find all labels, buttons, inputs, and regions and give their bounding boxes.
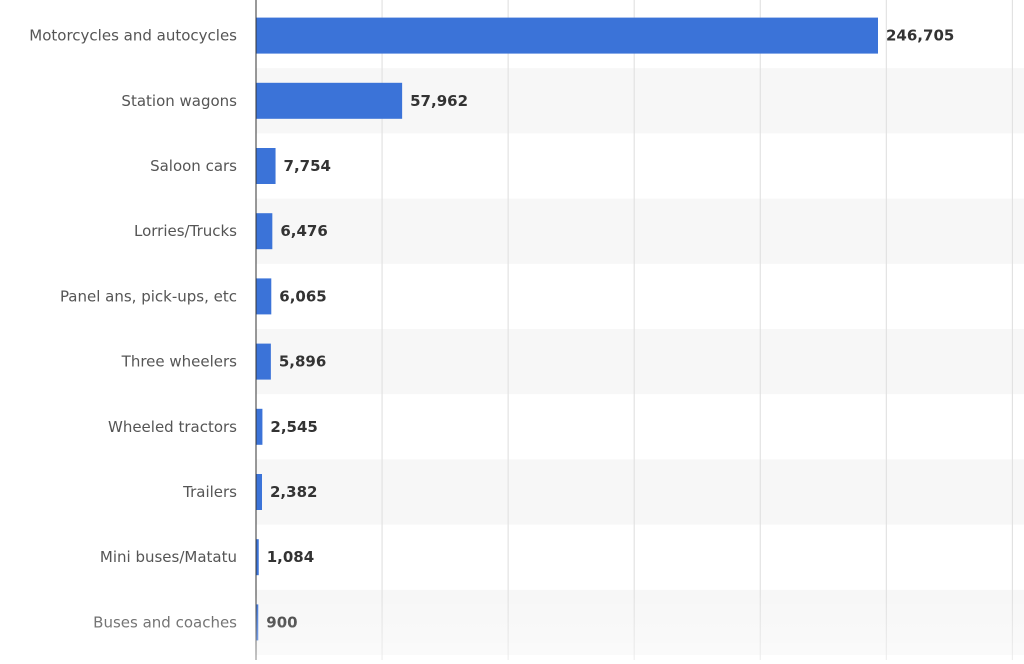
value-label: 900 [266,613,297,631]
value-label: 6,476 [280,222,327,240]
category-label: Station wagons [121,92,237,110]
row-stripe [256,329,1024,395]
category-label: Trailers [182,483,237,501]
bar[interactable] [256,604,259,641]
category-label: Three wheelers [121,353,238,371]
category-label: Wheeled tractors [108,418,237,436]
category-label: Panel ans, pick-ups, etc [60,287,237,305]
bar[interactable] [256,148,276,184]
bar[interactable] [256,213,273,250]
bar[interactable] [256,82,403,119]
category-labels: Motorcycles and autocycles Station wagons… [29,27,237,632]
value-label: 246,705 [886,27,954,45]
category-label: Buses and coaches [93,613,237,631]
row-stripe [256,459,1024,525]
value-label: 1,084 [267,548,314,566]
value-label: 2,545 [270,418,317,436]
bars [256,17,878,641]
bar[interactable] [256,17,878,54]
row-stripes [256,68,1024,655]
category-label: Saloon cars [150,157,237,175]
bar[interactable] [256,539,259,576]
category-label: Lorries/Trucks [134,222,237,240]
bar[interactable] [256,408,263,445]
bar[interactable] [256,474,263,510]
value-labels: 246,705 57,962 7,754 6,476 6,065 5,896 2,545 2,… [266,27,954,632]
row-stripe [256,589,1024,655]
category-label: Mini buses/Matatu [100,548,237,566]
bar[interactable] [256,343,271,380]
bar[interactable] [256,278,272,315]
row-stripe [256,198,1024,264]
value-label: 2,382 [270,483,317,501]
category-label: Motorcycles and autocycles [29,27,237,45]
value-label: 57,962 [410,92,468,110]
value-label: 6,065 [279,287,326,305]
value-label: 5,896 [279,353,326,371]
value-label: 7,754 [284,157,331,175]
